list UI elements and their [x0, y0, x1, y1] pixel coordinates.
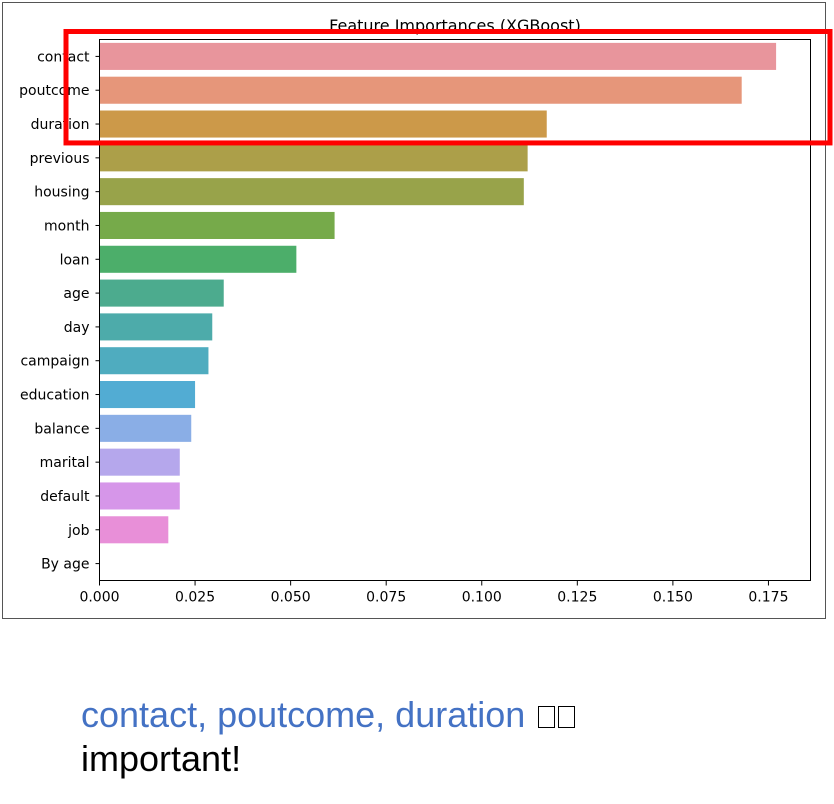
y-tick-label: previous [30, 151, 90, 167]
x-tick-label: 0.075 [366, 590, 406, 606]
feature-importance-chart: Feature Importances (XGBoost) contactpou… [19, 16, 833, 606]
y-tick-label: marital [40, 455, 90, 471]
bar-housing [99, 178, 524, 206]
y-tick-label: loan [60, 252, 90, 268]
y-tick-label: month [44, 218, 89, 234]
x-tick-label: 0.125 [557, 590, 597, 606]
bars-layer [99, 42, 777, 544]
bar-previous [99, 144, 528, 172]
caption-line-2: important! [81, 738, 242, 779]
missing-glyph-box [538, 706, 556, 728]
x-tick-label: 0.100 [462, 590, 502, 606]
caption: contact, poutcome, duration important! [81, 693, 576, 781]
x-tick-label: 0.025 [175, 590, 215, 606]
y-tick-label: education [20, 388, 89, 404]
bar-marital [99, 448, 180, 476]
bar-education [99, 381, 196, 409]
bar-month [99, 211, 335, 239]
x-tick-label: 0.150 [653, 590, 693, 606]
y-tick-label: day [64, 320, 90, 336]
plot-area-frame [99, 39, 811, 581]
x-axis: 0.000 0.025 0.050 0.075 0.100 0.125 0.150 0.175 [79, 580, 788, 606]
missing-glyph-box [558, 706, 576, 728]
highlight-box [63, 29, 833, 146]
caption-features-text: contact, poutcome, duration [81, 694, 526, 735]
y-tick-label: default [40, 489, 90, 505]
y-tick-label: campaign [20, 354, 89, 370]
bar-duration [99, 110, 547, 138]
bar-contact [99, 42, 777, 70]
caption-line-1: contact, poutcome, duration [81, 693, 576, 737]
highlight-layer [63, 29, 833, 146]
y-tick-label: By age [41, 557, 89, 573]
x-tick-label: 0.175 [748, 590, 788, 606]
y-tick-label: balance [34, 421, 89, 437]
bar-balance [99, 414, 192, 442]
bar-poutcome [99, 76, 742, 104]
y-tick-label: housing [34, 185, 89, 201]
y-tick-label: job [67, 523, 89, 539]
y-tick-label: age [63, 286, 89, 302]
x-tick-label: 0.050 [271, 590, 311, 606]
bar-day [99, 313, 213, 341]
y-tick-label: duration [31, 117, 90, 133]
bar-loan [99, 245, 297, 273]
figure-frame [2, 2, 826, 619]
bar-default [99, 482, 180, 510]
x-tick-label: 0.000 [79, 590, 119, 606]
bar-campaign [99, 347, 209, 375]
y-axis: contactpoutcomedurationprevioushousingmo… [19, 49, 100, 573]
y-tick-label: poutcome [19, 83, 89, 99]
bar-age [99, 279, 224, 307]
bar-job [99, 516, 169, 544]
